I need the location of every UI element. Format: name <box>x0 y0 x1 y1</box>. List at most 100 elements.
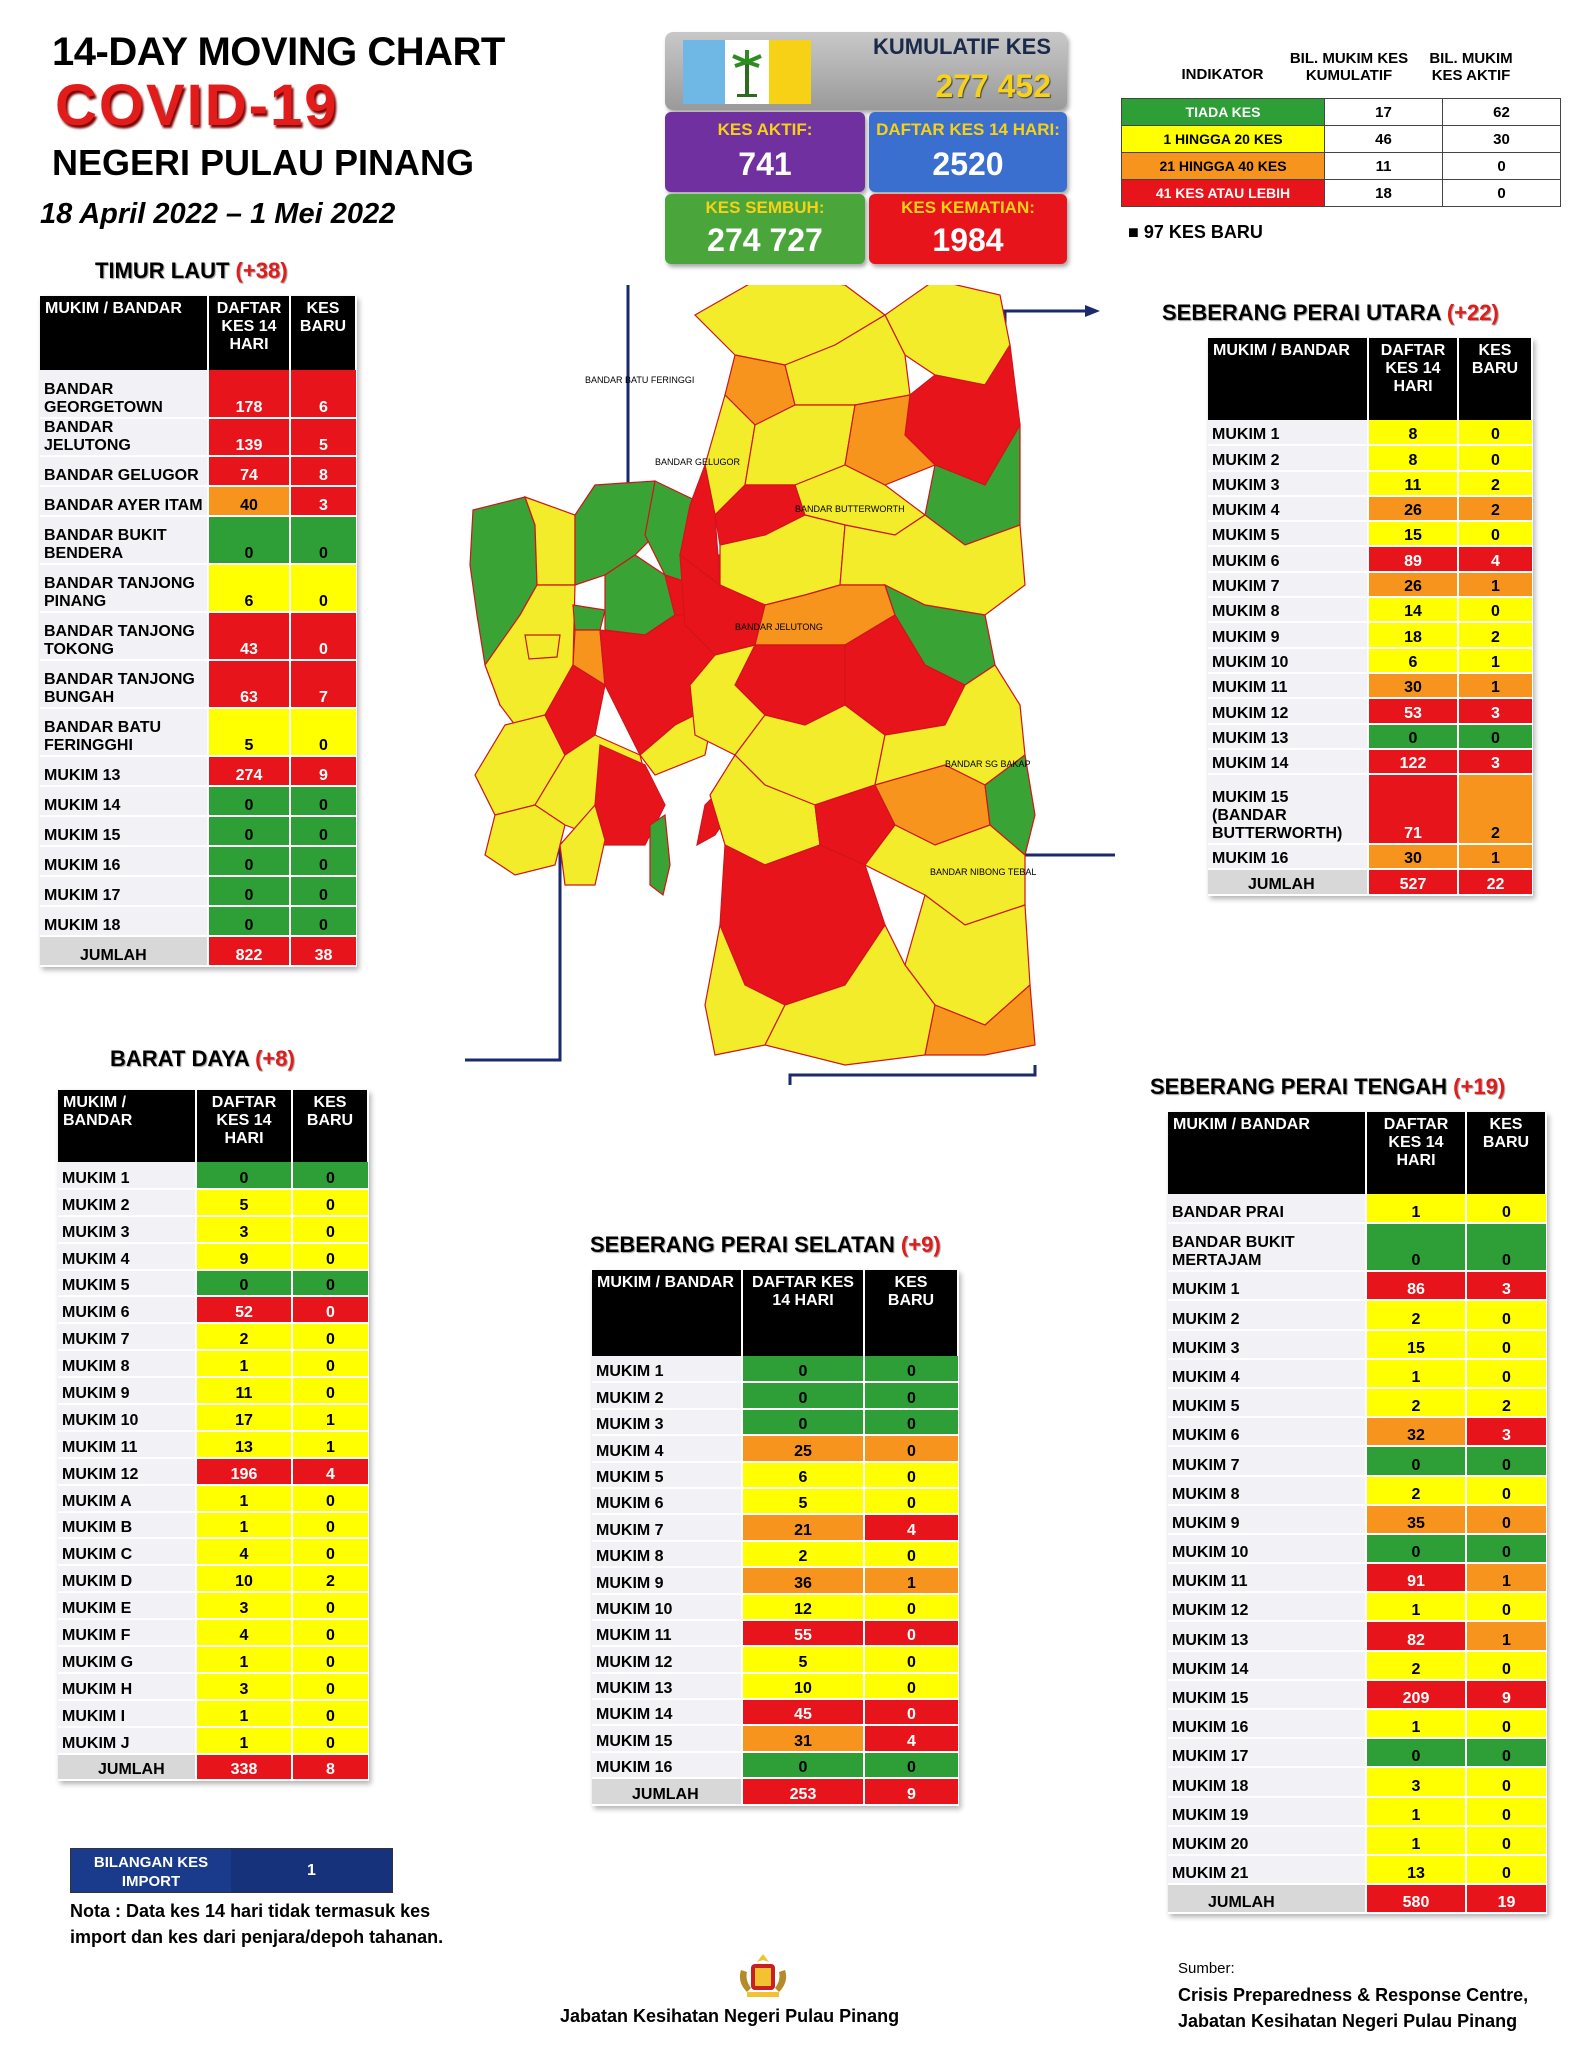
table-row: MUKIM 16 0 0 <box>592 1751 958 1780</box>
row-name: MUKIM 4 <box>1208 495 1368 523</box>
row-name: MUKIM 8 <box>592 1540 742 1569</box>
row-name: MUKIM B <box>58 1511 196 1540</box>
cumulative-label: KUMULATIF KES <box>872 34 1051 59</box>
cell-baru: 0 <box>291 1672 368 1701</box>
new-cases-legend: ■ 97 KES BARU <box>1128 222 1263 243</box>
active-label: KES AKTIF: <box>717 120 813 139</box>
indicator-active: 62 <box>1442 98 1561 126</box>
table-row: BANDAR TANJONG BUNGAH 63 7 <box>40 660 356 709</box>
cell-daftar: 32 <box>1365 1417 1466 1448</box>
indicator-active: 0 <box>1442 152 1561 180</box>
cell-daftar: 25 <box>741 1435 864 1463</box>
row-name: BANDAR GEORGETOWN <box>40 370 208 419</box>
cell-baru: 4 <box>1457 546 1532 573</box>
cell-daftar: 89 <box>1367 546 1458 573</box>
column-header-daftar: DAFTAR KES 14 HARI <box>1366 1112 1467 1194</box>
cell-daftar: 2 <box>1365 1387 1466 1419</box>
table-row: MUKIM 3 15 0 <box>1168 1329 1546 1360</box>
cell-baru: 0 <box>289 846 356 877</box>
row-name: MUKIM 20 <box>1168 1825 1366 1856</box>
total-baru: 9 <box>863 1778 958 1806</box>
cell-baru: 4 <box>863 1514 958 1542</box>
indicator-level: 1 HINGGA 20 KES <box>1121 125 1325 153</box>
import-label: BILANGAN KES IMPORT <box>71 1849 231 1892</box>
cell-daftar: 18 <box>1367 622 1458 649</box>
cell-baru: 3 <box>289 486 356 517</box>
total-daftar: 253 <box>741 1778 864 1806</box>
row-name: MUKIM 19 <box>1168 1796 1366 1827</box>
cell-daftar: 6 <box>741 1461 864 1489</box>
cell-baru: 0 <box>1457 420 1532 447</box>
list14-box: DAFTAR KES 14 HARI: 2520 <box>869 112 1067 192</box>
row-name: MUKIM 6 <box>1168 1417 1366 1448</box>
cell-baru: 8 <box>289 456 356 487</box>
indicator-row: 41 KES ATAU LEBIH 18 0 <box>1121 179 1561 207</box>
cell-daftar: 55 <box>741 1619 864 1648</box>
row-name: MUKIM 2 <box>1208 445 1368 472</box>
row-name: MUKIM 3 <box>1208 470 1368 497</box>
cell-daftar: 10 <box>195 1565 292 1594</box>
table-header-row: MUKIM / BANDAR DAFTAR KES 14 HARI KES BARU <box>1168 1112 1547 1194</box>
active-cases-box: KES AKTIF: 741 <box>665 112 865 192</box>
cell-baru: 5 <box>289 418 356 457</box>
cell-baru: 0 <box>1465 1533 1546 1565</box>
cell-daftar: 30 <box>1367 844 1458 871</box>
cell-baru: 0 <box>1465 1738 1546 1769</box>
table-sp-utara: MUKIM / BANDAR DAFTAR KES 14 HARI KES BARU… <box>1208 338 1533 896</box>
cell-daftar: 3 <box>195 1215 292 1244</box>
row-name: BANDAR TANJONG PINANG <box>40 564 208 613</box>
cell-daftar: 1 <box>1365 1592 1466 1623</box>
table-row: MUKIM D 10 2 <box>58 1565 368 1594</box>
table-row: MUKIM 11 91 1 <box>1168 1563 1546 1594</box>
indicator-active: 0 <box>1442 179 1561 207</box>
row-name: BANDAR PRAI <box>1168 1194 1366 1225</box>
cell-baru: 2 <box>291 1565 368 1594</box>
total-row: JUMLAH 338 8 <box>58 1753 368 1782</box>
cell-baru: 9 <box>1465 1679 1546 1711</box>
total-baru: 22 <box>1457 869 1532 896</box>
row-name: MUKIM 7 <box>1208 571 1368 599</box>
table-row: BANDAR AYER ITAM 40 3 <box>40 486 356 517</box>
row-name: MUKIM 12 <box>1208 698 1368 725</box>
row-name: MUKIM 13 <box>40 756 208 787</box>
cell-baru: 0 <box>291 1538 368 1567</box>
table-row: MUKIM 11 55 0 <box>592 1619 958 1648</box>
cell-baru: 0 <box>1465 1223 1546 1273</box>
table-row: MUKIM 9 36 1 <box>592 1567 958 1595</box>
deaths-value: 1984 <box>932 222 1004 258</box>
cell-baru: 3 <box>1465 1271 1546 1302</box>
table-header-row: MUKIM / BANDAR DAFTAR KES 14 HARI KES BARU <box>592 1270 959 1356</box>
cell-daftar: 1 <box>195 1350 292 1379</box>
cell-baru: 0 <box>289 876 356 907</box>
cell-daftar: 26 <box>1367 571 1458 599</box>
table-row: MUKIM 12 5 0 <box>592 1646 958 1674</box>
cell-daftar: 1 <box>1365 1825 1466 1856</box>
table-header-row: MUKIM / BANDAR DAFTAR KES 14 HARI KES BARU <box>58 1090 369 1162</box>
row-name: MUKIM 13 <box>1208 723 1368 750</box>
cell-baru: 0 <box>863 1356 958 1384</box>
table-header-row: MUKIM / BANDAR DAFTAR KES 14 HARI KES BARU <box>1208 338 1533 420</box>
row-name: MUKIM 6 <box>592 1487 742 1516</box>
column-header-baru: KES BARU <box>864 1270 959 1356</box>
table-row: BANDAR GELUGOR 74 8 <box>40 456 356 487</box>
cell-baru: 4 <box>291 1457 368 1486</box>
cell-baru: 1 <box>1457 647 1532 674</box>
row-name: MUKIM 4 <box>58 1242 196 1271</box>
column-header-daftar: DAFTAR KES 14 HARI <box>742 1270 865 1356</box>
source-line1: Crisis Preparedness & Response Centre, <box>1178 1985 1529 2005</box>
cell-baru: 1 <box>291 1430 368 1459</box>
table-row: MUKIM 14 2 0 <box>1168 1650 1546 1681</box>
column-header-daftar: DAFTAR KES 14 HARI <box>1368 338 1459 420</box>
row-name: MUKIM 16 <box>1168 1709 1366 1740</box>
table-row: MUKIM 16 1 0 <box>1168 1709 1546 1740</box>
